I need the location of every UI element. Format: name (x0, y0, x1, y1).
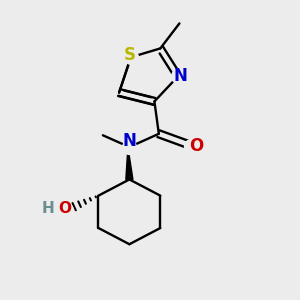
Text: H: H (42, 201, 55, 216)
Text: N: N (122, 132, 136, 150)
Text: O: O (58, 201, 71, 216)
Polygon shape (126, 147, 133, 179)
Text: S: S (123, 46, 135, 64)
Text: O: O (189, 136, 204, 154)
Text: N: N (173, 68, 187, 85)
